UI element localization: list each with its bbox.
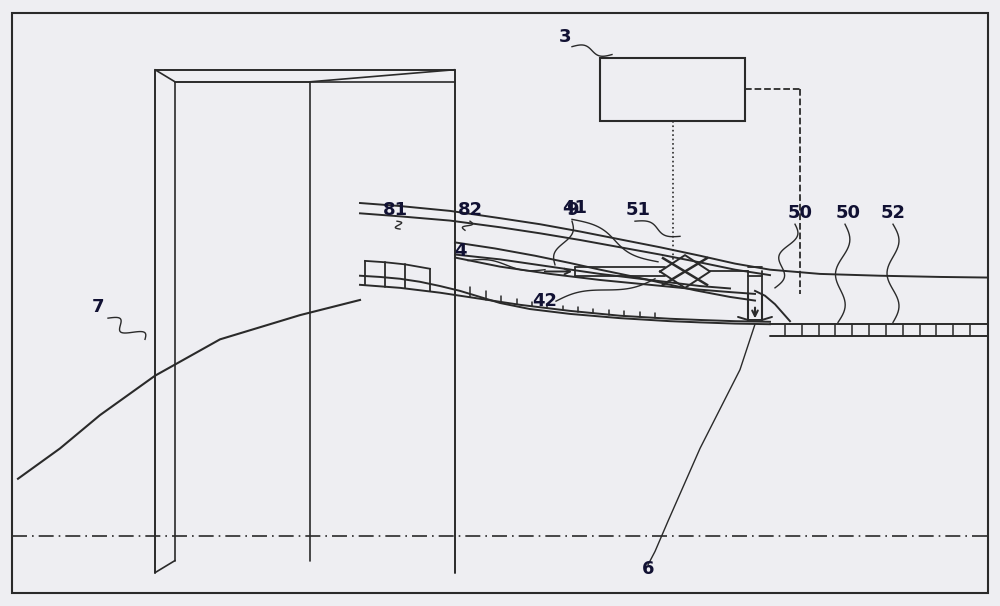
- Text: 41: 41: [562, 199, 588, 218]
- Text: 42: 42: [532, 292, 558, 310]
- Text: 51: 51: [626, 201, 650, 219]
- Text: 50: 50: [788, 204, 812, 222]
- Text: 6: 6: [642, 561, 654, 579]
- Text: 3: 3: [559, 28, 571, 47]
- Text: 7: 7: [92, 298, 104, 316]
- Text: 82: 82: [457, 201, 483, 219]
- Text: 81: 81: [382, 201, 408, 219]
- Text: 9: 9: [566, 201, 578, 219]
- Text: 52: 52: [881, 204, 906, 222]
- Text: 4: 4: [454, 242, 466, 261]
- Text: 50: 50: [836, 204, 860, 222]
